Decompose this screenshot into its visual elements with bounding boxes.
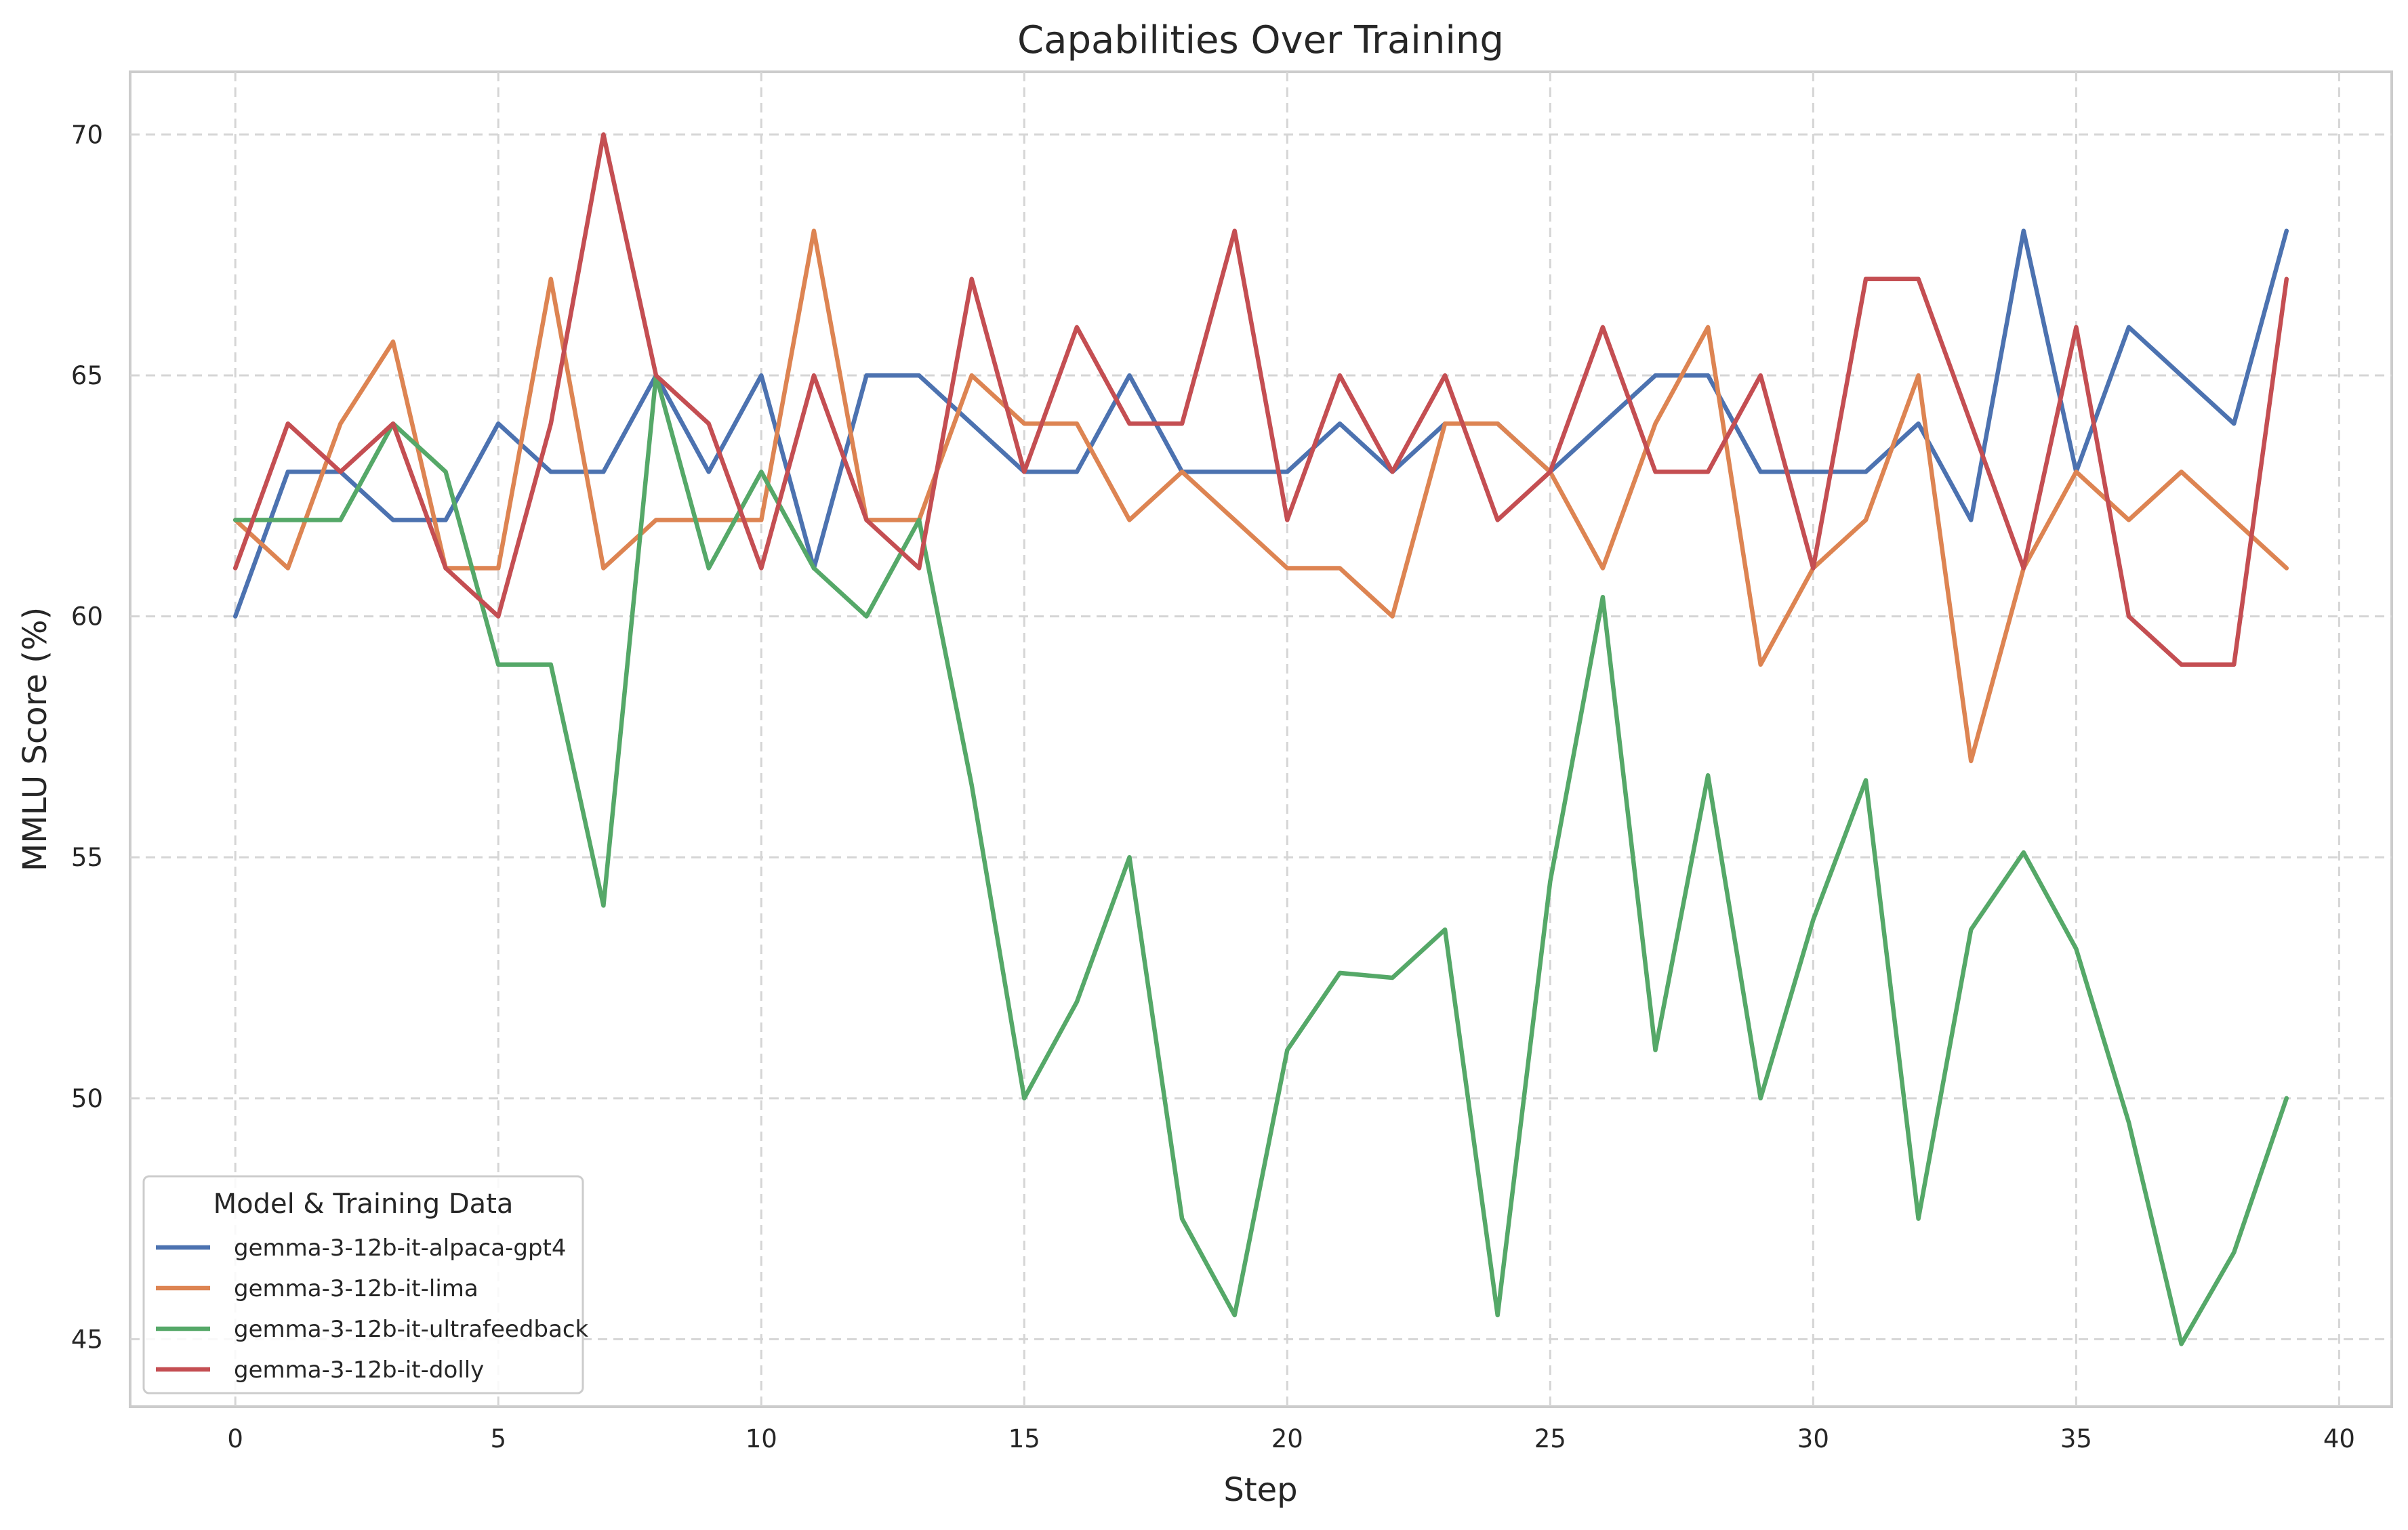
x-tick-label: 20 bbox=[1271, 1424, 1303, 1453]
legend-label: gemma-3-12b-it-alpaca-gpt4 bbox=[234, 1235, 567, 1262]
y-tick-label: 60 bbox=[71, 602, 103, 632]
legend-items: gemma-3-12b-it-alpaca-gpt4 gemma-3-12b-it… bbox=[156, 1235, 589, 1384]
x-tick-label: 5 bbox=[490, 1424, 506, 1453]
series-line-gemma-3-12b-it-lima bbox=[232, 228, 2289, 764]
chart-title: Capabilities Over Training bbox=[1017, 18, 1504, 62]
x-tick-label: 35 bbox=[2060, 1424, 2092, 1453]
x-tick-label: 30 bbox=[1797, 1424, 1829, 1453]
y-tick-label: 50 bbox=[71, 1084, 103, 1113]
series-line-gemma-3-12b-it-ultrafeedback bbox=[232, 373, 2289, 1346]
x-tick-label: 0 bbox=[227, 1424, 243, 1453]
legend-label: gemma-3-12b-it-ultrafeedback bbox=[234, 1316, 589, 1343]
x-tick-label: 25 bbox=[1534, 1424, 1566, 1453]
series-line-gemma-3-12b-it-alpaca-gpt4 bbox=[232, 228, 2289, 619]
series-layer bbox=[232, 132, 2289, 1346]
series-line-gemma-3-12b-it-dolly bbox=[232, 132, 2289, 667]
tick-layer: 0 5 10 15 20 25 30 35 40 45 50 55 60 65 70 bbox=[71, 120, 2355, 1453]
x-tick-label: 40 bbox=[2323, 1424, 2355, 1453]
x-tick-label: 10 bbox=[746, 1424, 777, 1453]
x-axis-title: Step bbox=[1223, 1471, 1297, 1509]
y-axis-title: MMLU Score (%) bbox=[16, 607, 54, 871]
legend-label: gemma-3-12b-it-dolly bbox=[234, 1357, 484, 1384]
y-tick-label: 45 bbox=[71, 1325, 103, 1354]
legend: Model & Training Data gemma-3-12b-it-alp… bbox=[142, 1175, 589, 1394]
legend-label: gemma-3-12b-it-lima bbox=[234, 1275, 478, 1302]
x-tick-label: 15 bbox=[1008, 1424, 1040, 1453]
y-tick-label: 70 bbox=[71, 120, 103, 149]
legend-title: Model & Training Data bbox=[213, 1188, 514, 1220]
legend-box bbox=[142, 1175, 584, 1394]
y-tick-label: 65 bbox=[71, 361, 103, 390]
y-tick-label: 55 bbox=[71, 843, 103, 872]
